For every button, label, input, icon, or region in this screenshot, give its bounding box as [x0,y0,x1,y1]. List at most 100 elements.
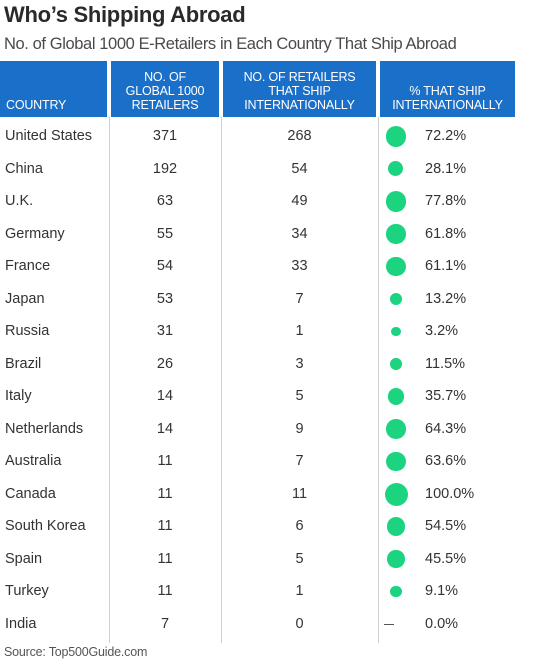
retailers-cell: 192 [152,160,178,177]
ship-cell: 7 [295,290,304,307]
country-cell: Germany [5,225,65,242]
country-cell: Japan [5,290,45,307]
pct-cell: 28.1% [425,160,467,177]
pct-cell: 9.1% [425,583,459,599]
pct-cell: 64.3% [425,420,467,437]
pct-cell: 35.7% [425,388,467,404]
retailers-cell: 55 [156,225,174,242]
pct-dot [385,191,407,212]
country-cell: U.K. [5,193,34,209]
header-pct: % THAT SHIP INTERNATIONALLY [380,61,515,117]
ship-cell: 5 [295,550,304,567]
table-row: China 192 54 28.1% [0,153,520,186]
table-row: Netherlands 14 9 64.3% [0,413,520,446]
ship-cell: 1 [295,323,304,339]
pct-dot [387,388,405,405]
pct-dot [386,517,406,536]
pct-dot [390,585,402,598]
table-row: South Korea 11 6 54.5% [0,510,520,543]
pct-dot [387,550,405,568]
table-row: Brazil 26 3 11.5% [0,348,520,381]
ship-cell: 7 [295,453,304,469]
table-row: Turkey 11 1 9.1% [0,575,520,608]
header-ship: NO. OF RETAILERS THAT SHIP INTERNATIONAL… [223,61,376,117]
country-cell: Canada [5,485,56,502]
pct-cell: 61.1% [425,258,467,274]
retailers-cell: 31 [156,323,174,339]
column-divider [221,117,222,643]
table-row: Russia 31 1 3.2% [0,315,520,348]
pct-dot [386,419,406,439]
retailers-cell: 14 [156,388,174,404]
country-cell: France [5,258,51,274]
retailers-cell: 11 [157,453,173,469]
pct-cell: 3.2% [425,323,459,339]
table-row: France 54 33 61.1% [0,250,520,283]
header-country-label: COUNTRY [6,98,67,112]
country-cell: Australia [5,453,62,469]
country-cell: Brazil [5,355,42,372]
column-divider [378,117,379,643]
pct-cell: 72.2% [425,128,467,144]
source-note: Source: Top500Guide.com [4,645,148,659]
retailers-cell: 53 [156,290,174,307]
zero-marker [384,623,394,625]
header-ship-label: NO. OF RETAILERS THAT SHIP INTERNATIONAL… [243,70,356,112]
table-row: Canada 11 11 100.0% [0,478,520,511]
ship-cell: 5 [295,388,304,404]
pct-dot [386,224,406,244]
retailers-cell: 26 [156,355,174,372]
retailers-cell: 11 [157,518,173,534]
pct-cell: 61.8% [425,225,467,242]
pct-dot [384,482,408,506]
pct-dot [385,126,407,147]
ship-cell: 33 [291,258,308,274]
pct-dot [388,161,404,177]
ship-cell: 11 [291,485,308,502]
table-row: U.K. 63 49 77.8% [0,185,520,218]
pct-cell: 13.2% [425,290,467,307]
ship-cell: 34 [291,225,308,242]
country-cell: China [5,160,43,177]
retailers-cell: 63 [156,193,174,209]
ship-cell: 0 [295,615,304,632]
header-retailers: NO. OF GLOBAL 1000 RETAILERS [111,61,219,117]
pct-dot [391,326,401,336]
retailers-cell: 11 [157,485,173,502]
pct-cell: 11.5% [425,355,466,372]
header-retailers-label: NO. OF GLOBAL 1000 RETAILERS [125,70,205,112]
pct-cell: 63.6% [425,453,467,469]
country-cell: Italy [5,388,32,404]
country-cell: India [5,615,37,632]
country-cell: Spain [5,550,43,567]
chart-subtitle: No. of Global 1000 E-Retailers in Each C… [4,35,457,53]
country-cell: Turkey [5,583,49,599]
table-row: Australia 11 7 63.6% [0,445,520,478]
country-cell: South Korea [5,518,86,534]
retailers-cell: 54 [156,258,174,274]
ship-cell: 9 [295,420,304,437]
table-row: United States 371 268 72.2% [0,120,520,153]
retailers-cell: 11 [157,550,173,567]
table-row: Spain 11 5 45.5% [0,543,520,576]
column-divider [109,117,110,643]
pct-dot [390,358,402,370]
pct-cell: 45.5% [425,550,467,567]
pct-cell: 54.5% [425,518,467,534]
pct-dot [386,256,406,277]
ship-cell: 268 [287,128,312,144]
table-row: Germany 55 34 61.8% [0,218,520,251]
pct-cell: 0.0% [425,615,459,632]
retailers-cell: 14 [156,420,174,437]
pct-dot [389,292,403,306]
ship-cell: 6 [295,518,304,534]
table-row: Japan 53 7 13.2% [0,283,520,316]
chart-title: Who’s Shipping Abroad [4,2,246,27]
pct-cell: 77.8% [425,193,467,209]
country-cell: United States [5,128,93,144]
pct-dot [386,451,406,472]
ship-cell: 49 [291,193,308,209]
pct-cell: 100.0% [425,485,475,502]
ship-cell: 3 [295,355,304,372]
country-cell: Russia [5,323,50,339]
